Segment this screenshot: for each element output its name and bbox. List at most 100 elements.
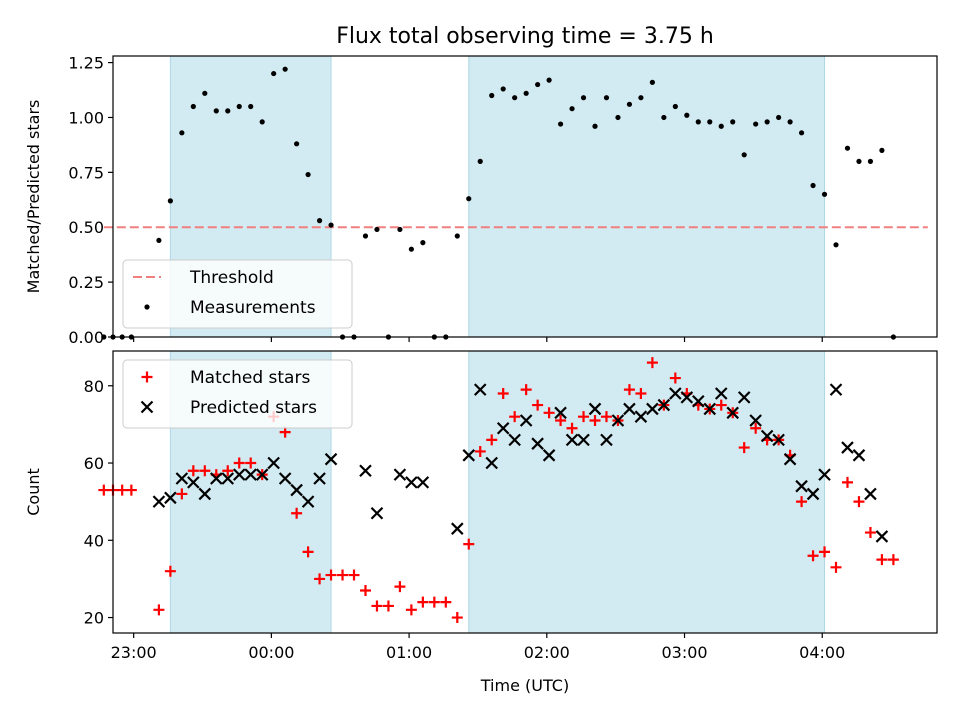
measurement-point xyxy=(741,152,747,158)
predicted-star-marker xyxy=(175,472,189,485)
observing-window xyxy=(468,350,826,634)
matched-star-marker xyxy=(715,399,727,411)
predicted-star-marker xyxy=(726,406,739,420)
matched-star-marker xyxy=(486,434,498,446)
legend-handle-measurements xyxy=(144,304,150,310)
measurement-point xyxy=(420,240,426,246)
legend-handle-matched xyxy=(141,371,153,383)
predicted-star-marker xyxy=(864,487,877,501)
predicted-star-marker xyxy=(600,433,613,447)
matched-star-marker xyxy=(738,442,750,454)
measurement-point xyxy=(856,158,862,164)
matched-star-marker xyxy=(543,407,555,419)
measurement-point xyxy=(328,222,334,228)
predicted-star-marker xyxy=(749,414,762,427)
measurement-point xyxy=(695,119,701,125)
predicted-star-marker xyxy=(255,468,269,481)
measurement-point xyxy=(546,77,552,83)
predicted-star-marker xyxy=(760,429,774,443)
predicted-star-marker xyxy=(451,522,464,535)
predicted-star-marker xyxy=(737,391,751,404)
measurement-point xyxy=(259,119,265,125)
predicted-star-marker xyxy=(405,476,418,489)
predicted-star-marker xyxy=(657,398,671,412)
matched-star-marker xyxy=(176,488,188,500)
measurement-point xyxy=(707,119,713,125)
predicted-star-marker xyxy=(565,433,579,447)
legend-label: Predicted stars xyxy=(190,398,317,418)
measurement-point xyxy=(397,226,403,233)
matched-star-marker xyxy=(830,561,842,573)
predicted-star-marker xyxy=(198,487,212,501)
legend: Matched stars Predicted stars xyxy=(122,359,353,429)
predicted-star-marker xyxy=(152,495,166,508)
predicted-star-marker xyxy=(393,468,407,481)
matched-star-marker xyxy=(116,484,128,496)
y-tick-label: 20 xyxy=(84,609,104,628)
predicted-star-marker xyxy=(519,414,533,427)
matched-star-marker xyxy=(474,445,486,457)
predicted-star-marker xyxy=(221,472,235,485)
predicted-star-marker xyxy=(806,487,820,501)
measurement-point xyxy=(684,112,690,118)
x-tick-label: 23:00 xyxy=(111,643,157,662)
measurement-point xyxy=(454,233,460,239)
measurement-point xyxy=(753,121,759,127)
legend: Threshold Measurements xyxy=(122,259,353,329)
predicted-star-marker xyxy=(634,410,648,423)
predicted-star-marker xyxy=(232,468,246,481)
legend-box xyxy=(122,359,353,429)
predicted-star-marker xyxy=(623,402,636,416)
predicted-star-marker xyxy=(313,472,326,485)
predicted-star-marker xyxy=(267,456,280,470)
measurement-point xyxy=(500,86,506,92)
predicted-star-marker xyxy=(531,437,544,450)
matched-star-marker xyxy=(348,569,360,581)
measurement-point xyxy=(523,90,529,96)
matched-star-marker xyxy=(417,596,429,608)
matched-star-marker xyxy=(566,422,578,434)
measurement-point xyxy=(672,103,678,110)
y-tick-label: 1.25 xyxy=(68,54,104,73)
measurement-point xyxy=(535,81,541,88)
measurement-point xyxy=(592,123,598,129)
measurement-point xyxy=(810,182,816,189)
predicted-star-marker xyxy=(508,433,521,447)
measurement-point xyxy=(202,90,208,96)
matched-star-marker xyxy=(600,411,612,423)
measurement-point xyxy=(236,103,242,110)
y-tick-label: 0.50 xyxy=(68,218,104,237)
measurement-point xyxy=(718,123,724,129)
matched-star-marker xyxy=(440,596,452,608)
measurement-point xyxy=(248,103,254,110)
matched-star-marker xyxy=(555,415,567,427)
x-tick-label: 01:00 xyxy=(386,643,432,662)
matched-star-marker xyxy=(314,573,326,585)
matched-star-marker xyxy=(796,496,808,508)
predicted-star-marker xyxy=(370,506,384,520)
matched-star-marker xyxy=(463,538,475,550)
measurement-point xyxy=(213,108,219,114)
ratio-panel: 0.00 0.25 0.50 0.75 1.00 1.25 Matched/Predicte… xyxy=(24,54,938,347)
legend-label: Threshold xyxy=(189,268,274,288)
predicted-star-marker xyxy=(244,468,257,481)
matched-star-marker xyxy=(669,372,681,384)
measurement-point xyxy=(649,79,655,85)
predicted-star-marker xyxy=(646,402,659,416)
predicted-star-marker xyxy=(301,495,315,508)
predicted-star-marker xyxy=(714,387,728,400)
predicted-star-marker xyxy=(611,414,625,427)
predicted-star-marker xyxy=(164,491,177,505)
measurement-point xyxy=(101,334,107,340)
measurement-point xyxy=(580,95,587,101)
matched-star-marker xyxy=(578,411,590,423)
measurement-point xyxy=(867,158,874,164)
measurement-point xyxy=(798,130,805,136)
matched-star-marker xyxy=(125,484,137,496)
measurement-point xyxy=(167,198,173,204)
matched-star-marker xyxy=(428,596,440,608)
measurement-point xyxy=(879,147,885,153)
matched-star-marker xyxy=(359,585,371,597)
matched-star-marker xyxy=(325,569,337,581)
